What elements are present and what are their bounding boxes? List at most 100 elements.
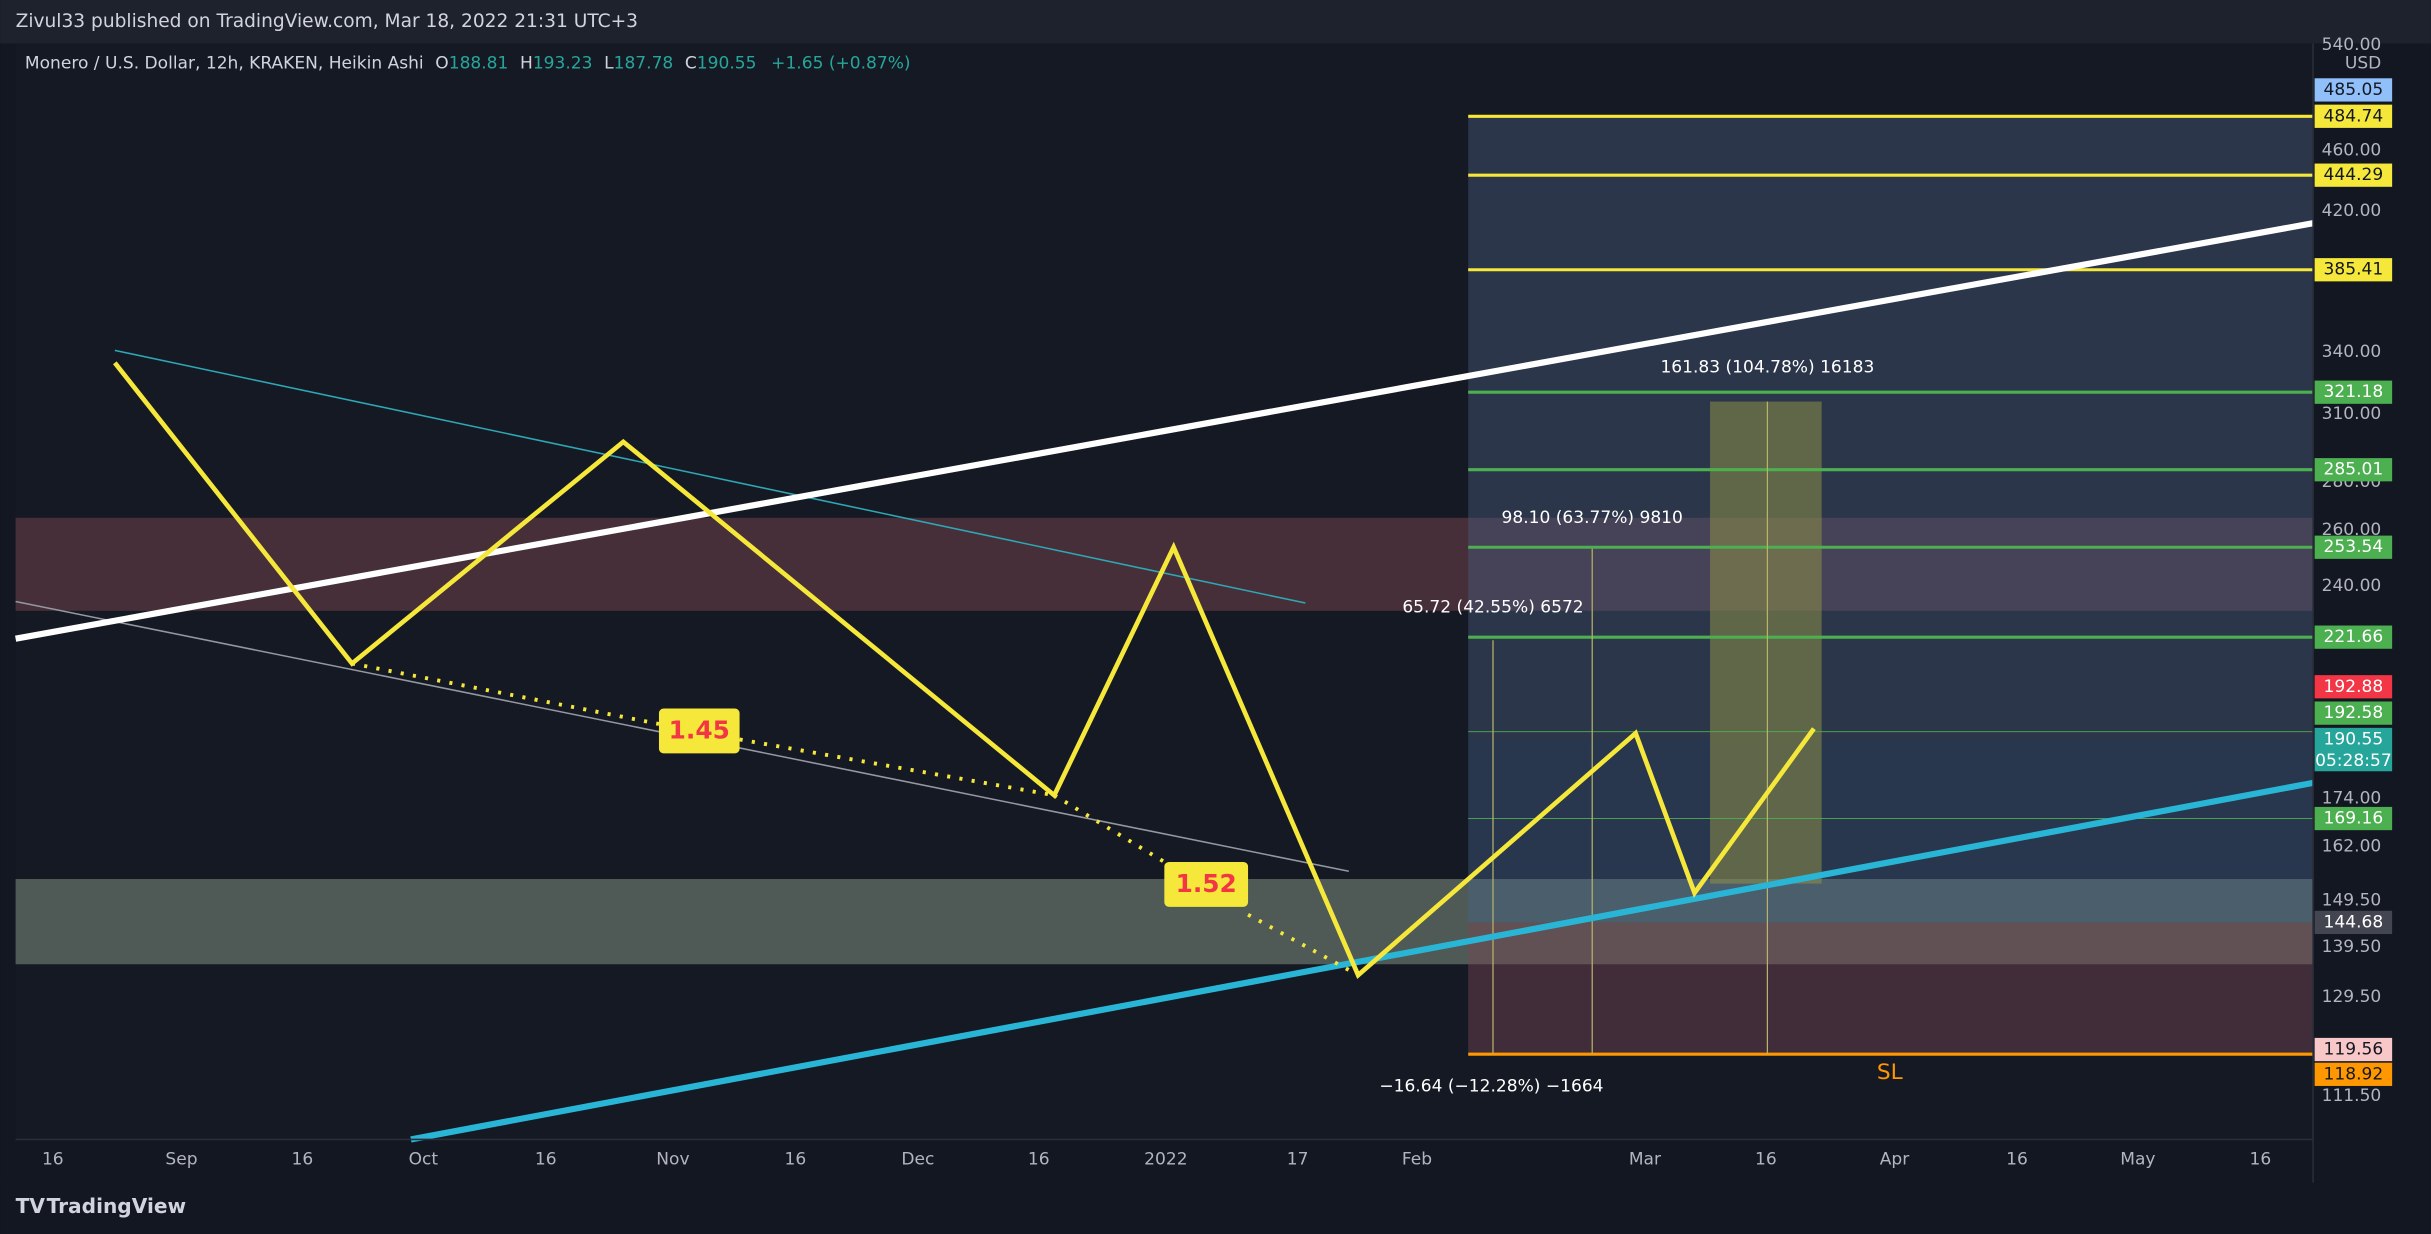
time-label: 16 xyxy=(42,1150,64,1170)
countdown: 05:28:57 xyxy=(2315,751,2392,771)
price-badge xyxy=(2314,625,2393,649)
price-label: 460.00 xyxy=(2322,140,2382,160)
time-label: Feb xyxy=(1402,1150,1432,1170)
price-badge-label: 192.58 xyxy=(2324,703,2384,723)
yellow-levels xyxy=(1468,114,2314,272)
legend: Monero / U.S. Dollar, 12h, KRAKEN, Heiki… xyxy=(25,54,911,74)
price-label: 162.00 xyxy=(2322,836,2382,856)
ohlc-key: O xyxy=(435,54,448,74)
time-label: 16 xyxy=(292,1150,314,1170)
price-badge-label: 385.41 xyxy=(2324,260,2384,280)
time-label: 2022 xyxy=(1144,1150,1187,1170)
ohlc-key: L xyxy=(604,54,614,74)
ohlc-value: 187.78 xyxy=(614,54,674,74)
price-label: 174.00 xyxy=(2322,788,2382,808)
ratio-box xyxy=(658,708,740,754)
price-label: 420.00 xyxy=(2322,201,2382,221)
price-label: 149.50 xyxy=(2322,891,2382,911)
channel-top xyxy=(114,349,1306,604)
price-badge-label: 321.18 xyxy=(2324,382,2384,402)
measure-label: 65.72 (42.55%) 6572 xyxy=(1402,598,1583,618)
price-badge-label: 169.16 xyxy=(2324,809,2384,829)
price-badge-label: 253.54 xyxy=(2324,537,2384,557)
price-badge xyxy=(2314,458,2393,482)
ratio-label: 1.45 xyxy=(669,716,730,745)
price-badge xyxy=(2314,675,2393,699)
measure-label: 161.83 (104.78%) 16183 xyxy=(1660,357,1874,377)
price-badge xyxy=(2314,910,2393,935)
footer xyxy=(0,1182,2431,1234)
measure-arrows xyxy=(1492,401,1769,1055)
ohlc-value: 193.23 xyxy=(533,54,593,74)
price-badge xyxy=(2314,380,2393,404)
time-label: Mar xyxy=(1629,1150,1662,1170)
symbol: Monero / U.S. Dollar, 12h, KRAKEN, Heiki… xyxy=(25,54,424,74)
publisher: Zivul33 published on TradingView.com, Ma… xyxy=(16,11,638,32)
green-levels xyxy=(1468,390,2314,639)
top-bar xyxy=(0,0,2431,44)
ohlc-key: C xyxy=(685,54,697,74)
ratio-box xyxy=(1164,861,1249,907)
ohlc-value: 188.81 xyxy=(449,54,509,74)
ratio-label: 1.52 xyxy=(1176,869,1237,898)
plot-bg xyxy=(15,43,2314,1140)
dotted-ratios xyxy=(351,661,1360,977)
price-badge xyxy=(2314,535,2393,559)
price-badge-label: 190.55 xyxy=(2324,729,2384,749)
measure-labels: 161.83 (104.78%) 16183 98.10 (63.77%) 98… xyxy=(1379,357,1874,1096)
ohlc-key: H xyxy=(520,54,533,74)
price-badge xyxy=(2314,1037,2393,1062)
chart-area: 1.45 1.52 161.83 (104.78%) 16183 98.10 (… xyxy=(15,43,2314,1143)
price-badge xyxy=(2314,258,2393,282)
price-badge xyxy=(2314,163,2393,187)
time-label: Oct xyxy=(409,1150,439,1170)
brand: TradingView xyxy=(47,1194,187,1218)
price-badge xyxy=(2314,1062,2393,1086)
time-label: 16 xyxy=(2250,1150,2272,1170)
price-badge-label: 119.56 xyxy=(2324,1040,2384,1060)
time-label: 16 xyxy=(785,1150,807,1170)
price-label: 540.00 xyxy=(2322,35,2382,55)
price-badge xyxy=(2314,104,2393,128)
price-label: 340.00 xyxy=(2322,342,2382,362)
price-badge-label: 118.92 xyxy=(2324,1064,2384,1084)
target-box xyxy=(1468,116,2314,740)
price-label: 240.00 xyxy=(2322,576,2382,596)
price-label: 111.50 xyxy=(2322,1086,2382,1106)
ohlc-change: +1.65 (+0.87%) xyxy=(771,54,910,74)
time-label: 17 xyxy=(1287,1150,1309,1170)
price-label: 310.00 xyxy=(2322,404,2382,424)
price-badge-label: 444.29 xyxy=(2324,165,2384,185)
white-trendline xyxy=(15,220,2314,642)
price-badge xyxy=(2314,701,2393,725)
entry-box xyxy=(1468,739,2314,923)
sl-label: SL xyxy=(1877,1060,1903,1085)
time-label: Apr xyxy=(1880,1150,1910,1170)
price-badge-label: 144.68 xyxy=(2324,912,2384,932)
price-badge xyxy=(2314,727,2393,772)
time-label: Nov xyxy=(656,1150,689,1170)
stop-box xyxy=(1468,922,2314,1055)
price-label: 139.50 xyxy=(2322,937,2382,957)
price-badge-label: 221.66 xyxy=(2324,627,2384,647)
time-label: 16 xyxy=(1755,1150,1777,1170)
projection-box xyxy=(1710,401,1822,884)
price-badge-label: 485.05 xyxy=(2324,80,2384,100)
time-label: Dec xyxy=(901,1150,934,1170)
currency: USD xyxy=(2345,54,2381,74)
logo: TV xyxy=(16,1194,46,1218)
price-badge-label: 285.01 xyxy=(2324,460,2384,480)
price-badge-label: 192.88 xyxy=(2324,677,2384,697)
measure-label: 98.10 (63.77%) 9810 xyxy=(1502,508,1683,528)
ohlc-value: 190.55 xyxy=(697,54,757,74)
time-label: 16 xyxy=(535,1150,557,1170)
time-label: Sep xyxy=(165,1150,197,1170)
price-badge xyxy=(2314,806,2393,831)
zigzag xyxy=(112,361,1816,979)
time-label: 16 xyxy=(2006,1150,2028,1170)
time-label: 16 xyxy=(1028,1150,1050,1170)
cyan-trendline xyxy=(410,779,2314,1143)
price-badge xyxy=(2314,78,2393,102)
time-label: May xyxy=(2120,1150,2155,1170)
